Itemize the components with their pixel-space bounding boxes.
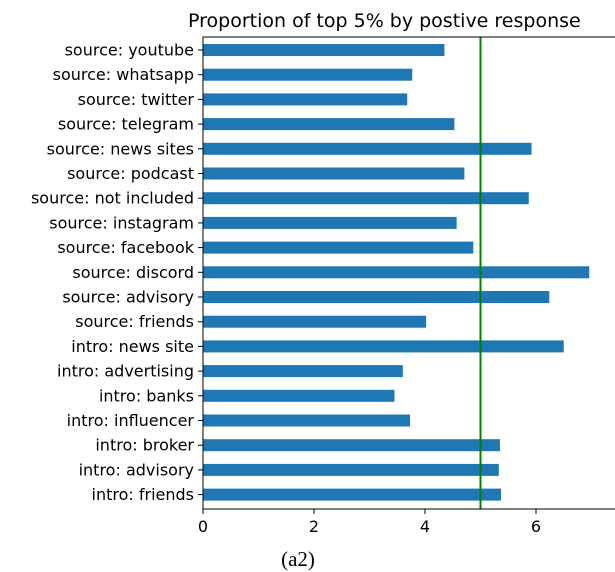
bar	[203, 68, 413, 81]
bar	[203, 340, 564, 353]
bar	[203, 463, 499, 476]
category-label: source: telegram	[58, 115, 194, 134]
category-label: source: news sites	[47, 139, 194, 158]
category-label: source: discord	[72, 263, 194, 282]
x-tick-label: 6	[531, 517, 541, 536]
bar	[203, 142, 532, 155]
bar	[203, 414, 411, 427]
category-label: source: podcast	[67, 164, 194, 183]
x-tick-label: 0	[198, 517, 208, 536]
category-label: intro: advisory	[79, 460, 194, 479]
category-label: intro: banks	[99, 386, 194, 405]
figure-caption: (a2)	[281, 547, 315, 571]
bar	[203, 291, 550, 303]
x-tick-label: 2	[309, 517, 319, 536]
category-label: source: whatsapp	[53, 65, 194, 84]
bar	[203, 439, 500, 452]
category-label: intro: friends	[92, 485, 194, 504]
bar	[203, 167, 465, 180]
bar	[203, 118, 455, 131]
x-tick-label: 4	[420, 517, 430, 536]
bar	[203, 241, 474, 254]
bars-layer	[203, 44, 590, 501]
category-label: source: facebook	[57, 238, 194, 257]
x-axis-ticks: 0 2 4 6	[198, 509, 541, 536]
bar	[203, 44, 445, 56]
bar	[203, 315, 427, 328]
category-label: source: advisory	[62, 288, 194, 307]
category-label: source: instagram	[49, 213, 194, 232]
category-label: intro: advertising	[57, 362, 194, 381]
chart-title: Proportion of top 5% by postive response	[188, 10, 581, 32]
bar	[203, 216, 457, 229]
category-label: source: not included	[31, 189, 194, 208]
category-label: intro: news site	[71, 337, 194, 356]
category-label: intro: broker	[95, 436, 194, 455]
category-label: source: twitter	[78, 90, 195, 109]
bar	[203, 488, 502, 501]
bar	[203, 192, 529, 205]
category-label: intro: influencer	[67, 411, 195, 430]
plot-frame	[202, 36, 615, 510]
category-labels: source: youtube source: whatsapp source: t…	[31, 41, 203, 504]
bar	[203, 93, 408, 106]
bar	[203, 365, 403, 378]
category-label: source: friends	[75, 312, 194, 331]
bar	[203, 266, 590, 279]
bar	[203, 389, 395, 402]
category-label: source: youtube	[65, 41, 194, 60]
